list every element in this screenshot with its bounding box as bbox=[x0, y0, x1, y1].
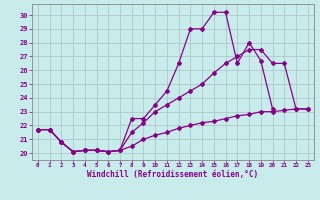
X-axis label: Windchill (Refroidissement éolien,°C): Windchill (Refroidissement éolien,°C) bbox=[87, 170, 258, 179]
